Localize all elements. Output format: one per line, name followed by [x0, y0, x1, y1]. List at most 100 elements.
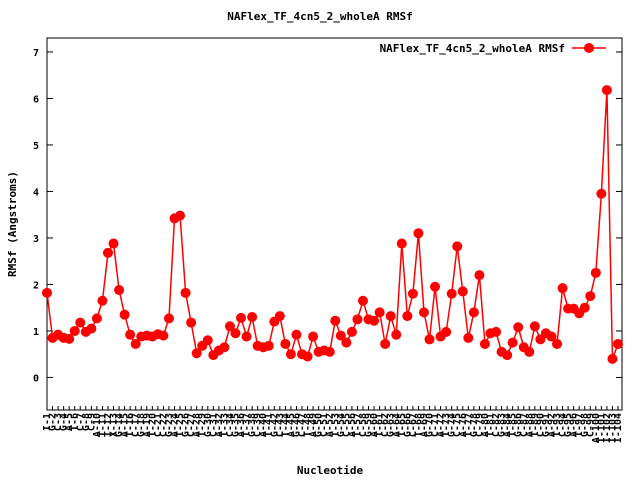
- legend-marker: [584, 43, 594, 53]
- chart-title: NAFlex_TF_4cn5_2_wholeA RMSf: [227, 10, 412, 23]
- x-tick-label: T-37: [242, 413, 253, 437]
- data-point: [158, 330, 169, 341]
- data-point: [479, 338, 490, 349]
- data-point: [507, 337, 518, 348]
- data-point: [601, 85, 612, 96]
- x-tick-label: G-8: [81, 413, 92, 431]
- x-tick-label: A-36: [236, 413, 247, 437]
- x-tick-label: C-58: [358, 413, 369, 437]
- data-point: [224, 321, 235, 332]
- x-tick-label: G-86: [513, 413, 524, 437]
- data-point: [102, 247, 113, 258]
- x-tick-label: A-45: [286, 413, 297, 437]
- x-tick-label: A-49: [308, 413, 319, 437]
- x-tick-label: A-52: [325, 413, 336, 437]
- data-point: [385, 311, 396, 322]
- x-tick-label: G-2: [48, 413, 59, 431]
- y-tick-label: 0: [33, 373, 39, 384]
- data-point: [446, 288, 457, 299]
- data-point: [285, 349, 296, 360]
- x-tick-label: A-15: [120, 413, 131, 437]
- data-point: [596, 188, 607, 199]
- data-point: [175, 210, 186, 221]
- x-tick-label: G-59: [364, 413, 375, 437]
- x-tick-label: G-30: [203, 413, 214, 437]
- x-tick-label: C-9: [86, 413, 97, 431]
- x-tick-label: I-102: [602, 413, 613, 443]
- x-tick-label: G-26: [181, 413, 192, 437]
- x-tick-label: T-85: [508, 413, 519, 437]
- x-tick-label: T-48: [303, 413, 314, 437]
- data-point: [219, 342, 230, 353]
- x-tick-label: C-87: [519, 413, 530, 437]
- x-tick-label: T-20: [147, 413, 158, 437]
- data-point: [230, 328, 241, 339]
- x-tick-label: G-63: [386, 413, 397, 437]
- x-tick-label: C-7: [75, 413, 86, 431]
- data-point: [407, 288, 418, 299]
- y-tick-label: 6: [33, 94, 39, 105]
- data-point: [524, 346, 535, 357]
- x-tick-label: A-19: [142, 413, 153, 437]
- data-point: [607, 353, 618, 364]
- data-point: [330, 315, 341, 326]
- x-tick-label: I-103: [607, 413, 618, 443]
- data-point: [291, 329, 302, 340]
- y-tick-label: 4: [33, 187, 39, 198]
- x-tick-label: C-55: [341, 413, 352, 437]
- data-point: [513, 322, 524, 333]
- data-point: [247, 312, 258, 322]
- x-tick-label: C-51: [319, 413, 330, 437]
- x-tick-label: G-4: [59, 413, 70, 431]
- data-point: [302, 351, 313, 362]
- x-tick-label: T-29: [197, 413, 208, 437]
- y-tick-label: 7: [33, 48, 39, 59]
- data-point: [236, 312, 247, 323]
- data-point: [546, 331, 557, 342]
- data-point: [346, 326, 357, 337]
- data-point: [352, 314, 363, 325]
- data-point: [502, 350, 513, 361]
- x-tick-label: T-65: [397, 413, 408, 437]
- x-tick-label: C-99: [585, 413, 596, 437]
- x-tick-label: C-62: [380, 413, 391, 437]
- x-tick-label: G-54: [336, 413, 347, 437]
- y-tick-label: 3: [33, 234, 39, 245]
- x-tick-label: T-101: [596, 413, 607, 443]
- x-tick-label: T-93: [552, 413, 563, 437]
- x-tick-label: G-42: [269, 413, 280, 437]
- x-tick-label: G-78: [469, 413, 480, 437]
- x-tick-label: A-10: [92, 413, 103, 437]
- data-point: [114, 285, 125, 296]
- x-tick-label: T-97: [574, 413, 585, 437]
- x-tick-label: G-50: [314, 413, 325, 437]
- legend-label: NAFlex_TF_4cn5_2_wholeA RMSf: [380, 42, 565, 55]
- x-tick-label: A-84: [502, 413, 513, 437]
- x-tick-label: A-72: [436, 413, 447, 437]
- x-tick-label: T-61: [375, 413, 386, 437]
- data-point: [119, 309, 130, 320]
- x-tick-label: A-64: [391, 413, 402, 437]
- x-tick-label: T-73: [441, 413, 452, 437]
- x-tick-label: T-68: [413, 413, 424, 437]
- data-point: [590, 267, 601, 278]
- data-point: [335, 330, 346, 341]
- x-tick-label: G-23: [164, 413, 175, 437]
- x-tick-label: T-25: [175, 413, 186, 437]
- data-point: [130, 338, 141, 349]
- x-tick-label: T-77: [463, 413, 474, 437]
- data-point: [418, 307, 429, 318]
- x-tick-label: T-81: [485, 413, 496, 437]
- data-point: [380, 338, 391, 349]
- x-tick-label: C-94: [558, 413, 569, 437]
- x-tick-label: A-32: [214, 413, 225, 437]
- x-tick-label: A-96: [569, 413, 580, 437]
- data-point: [280, 338, 291, 349]
- x-tick-label: G-14: [114, 413, 125, 437]
- data-point: [91, 313, 102, 324]
- x-tick-label: C-47: [297, 413, 308, 437]
- x-tick-label: G-70: [425, 413, 436, 437]
- data-point: [263, 340, 274, 351]
- data-point: [468, 307, 479, 318]
- data-point: [163, 313, 174, 324]
